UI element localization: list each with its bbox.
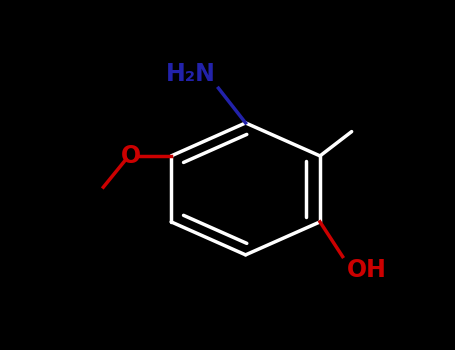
Text: OH: OH [347, 258, 387, 282]
Text: O: O [121, 144, 141, 168]
Text: H₂N: H₂N [167, 62, 216, 86]
